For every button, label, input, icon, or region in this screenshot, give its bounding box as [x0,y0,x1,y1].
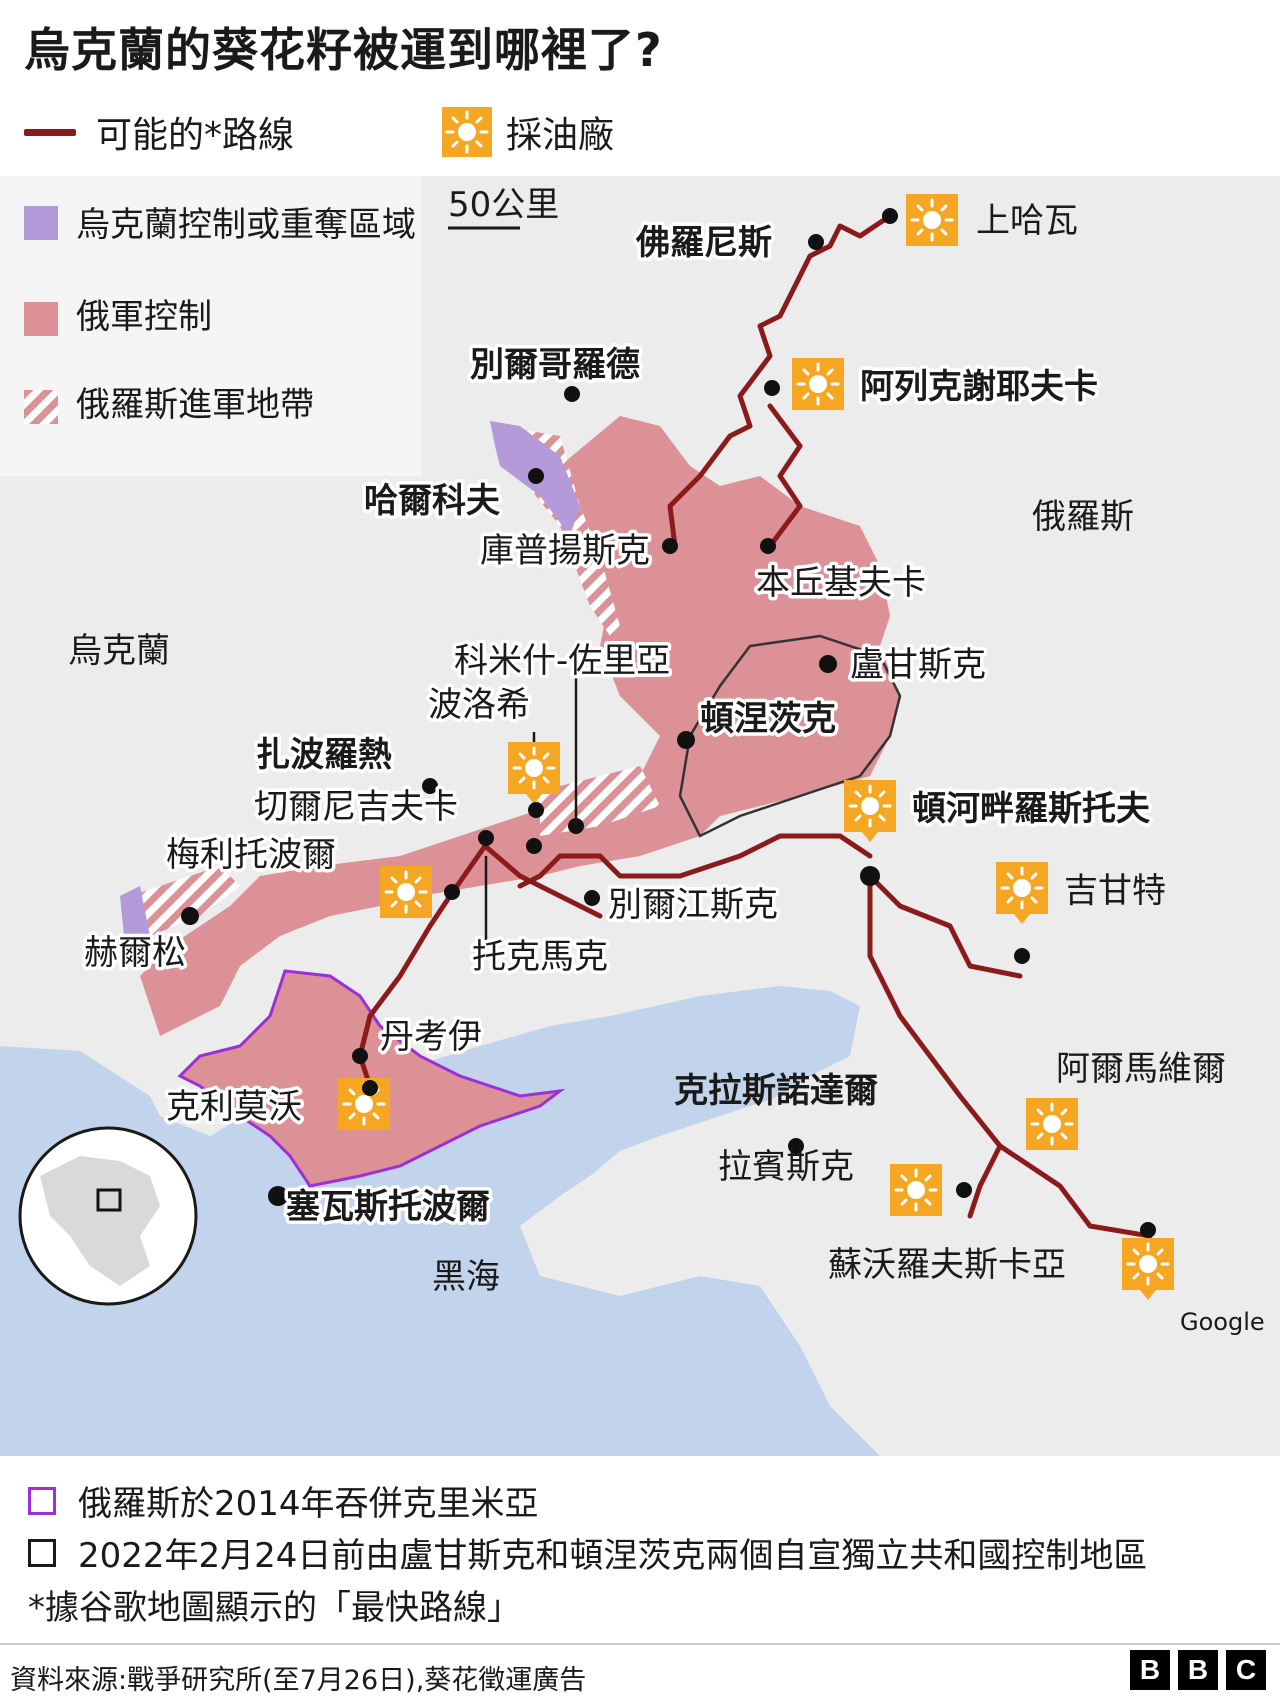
label-krasnodar: 克拉斯諾達爾 [674,1071,878,1111]
russia-controlled-area [140,416,900,1036]
label-komysh-zorya: 科米什-佐里亞 [454,641,670,681]
label-dzhankoi: 丹考伊 [380,1017,482,1057]
label-kharkiv: 哈爾科夫 [364,481,501,521]
label-ukraine: 烏克蘭 [68,631,170,671]
legend-pre2022-label: 2022年2月24日前由盧甘斯克和頓涅茨克兩個自宣獨立共和國控制地區 [78,1536,1148,1576]
legend-advance-swatch [24,390,58,424]
label-donetsk: 頓涅茨克 [700,699,836,739]
label-russia: 俄羅斯 [1032,497,1134,537]
scale-label: 50公里 [448,185,559,225]
mill-armavir-icon [1024,1096,1080,1152]
legend-note-label: *據谷歌地圖顯示的「最快路線」 [28,1588,521,1628]
label-fronis: 佛羅尼斯 [635,223,772,263]
label-benchukivka: 本丘基夫卡 [756,563,926,603]
label-berdiansk: 別爾江斯克 [608,885,778,925]
routes [357,213,1153,1239]
label-zaporizhzhia: 扎波羅熱 [256,735,392,775]
legend-mill-label: 採油廠 [506,115,615,156]
sea-area [0,986,880,1456]
advance-zone-south [540,766,660,836]
legend-russia-swatch [24,302,58,336]
page-title: 烏克蘭的葵花籽被運到哪裡了? [24,23,663,77]
legend-crimea: 俄羅斯於2014年吞併克里米亞 [28,1476,539,1525]
advance-zone-west [130,866,240,936]
route-rostov-tikhoretsk [867,873,1023,979]
label-luhansk: 盧甘斯克 [850,645,986,685]
label-upper-khava: 上哈瓦 [976,201,1078,241]
mill-melitopol-icon [378,864,434,920]
source-text: 資料來源:戰爭研究所(至7月26日),葵花徵運廣告 [10,1665,587,1696]
route-line-swatch [24,128,76,136]
legend-ukraine-swatch [24,206,58,240]
label-chernihivka: 切爾尼吉夫卡 [254,787,458,827]
crimea-border [177,969,566,1188]
label-google: Google [1180,1308,1265,1336]
route-melitopol-berdiansk [482,843,603,919]
legend-mill: 採油廠 [442,106,614,158]
label-tokmak: 托克馬克 [472,937,608,977]
pre2022-swatch [28,1538,56,1567]
legend-russia-label: 俄軍控制 [76,297,212,337]
crimea-swatch [28,1486,56,1515]
ukraine-regained-kherson [120,886,150,946]
route-rostov-tokmak [517,833,873,889]
label-sevastopol: 塞瓦斯托波爾 [286,1187,490,1227]
map-canvas: 烏克蘭控制或重奪區域 俄軍控制 俄羅斯進軍地帶 50公里 [0,176,1280,1456]
route-armavir-labinsk [967,1143,1003,1219]
legend-route-label: 可能的*路線 [96,115,295,156]
label-armavir: 阿爾馬維爾 [1056,1049,1226,1089]
label-black-sea: 黑海 [432,1257,500,1297]
mill-alexeyevka-icon [790,356,846,412]
label-sovskaya: 蘇沃羅夫斯卡亞 [828,1245,1066,1285]
legend-ukraine-label: 烏克蘭控制或重奪區域 [76,205,416,245]
label-melitopol: 梅利托波爾 [166,835,336,875]
label-kherson: 赫爾松 [84,933,186,973]
legend-panel [0,176,422,476]
route-benchukivka-alexeyevka [767,403,803,549]
label-polohy: 波洛希 [428,685,530,725]
legend-route: 可能的*路線 [24,106,294,158]
leader-lines [484,676,578,946]
label-labinsk: 拉賓斯克 [718,1147,854,1187]
legend-pre2022: 2022年2月24日前由盧甘斯克和頓涅茨克兩個自宣獨立共和國控制地區 [28,1528,1147,1577]
label-belgorod: 別爾哥羅德 [470,345,640,385]
bbc-letter-3: C [1226,1650,1266,1690]
label-kupiansk: 庫普揚斯克 [480,531,650,571]
label-rostov: 頓河畔羅斯托夫 [912,789,1151,829]
label-kremenchuk: 克利莫沃 [166,1087,302,1127]
label-alexeyevka: 阿列克謝耶夫卡 [860,367,1098,407]
label-tikhoretsk: 吉甘特 [1064,871,1166,911]
route-kupiansk-verkhnyaya-khava [667,213,893,549]
globe-locator [18,1126,198,1306]
sun-mill-icon [442,107,492,157]
bbc-logo: B B C [1130,1650,1266,1690]
legend-crimea-label: 俄羅斯於2014年吞併克里米亞 [78,1484,539,1524]
mill-labinsk-icon [888,1162,944,1218]
footer-divider [0,1643,1280,1645]
route-rostov-sovskaya [867,873,1153,1239]
legend-advance-label: 俄羅斯進軍地帶 [76,385,314,425]
bbc-letter-2: B [1178,1650,1218,1690]
city-dots [181,208,1156,1238]
bbc-letter-1: B [1130,1650,1170,1690]
mill-upper-khava-icon [904,192,960,248]
legend-note: *據谷歌地圖顯示的「最快路線」 [28,1580,521,1629]
